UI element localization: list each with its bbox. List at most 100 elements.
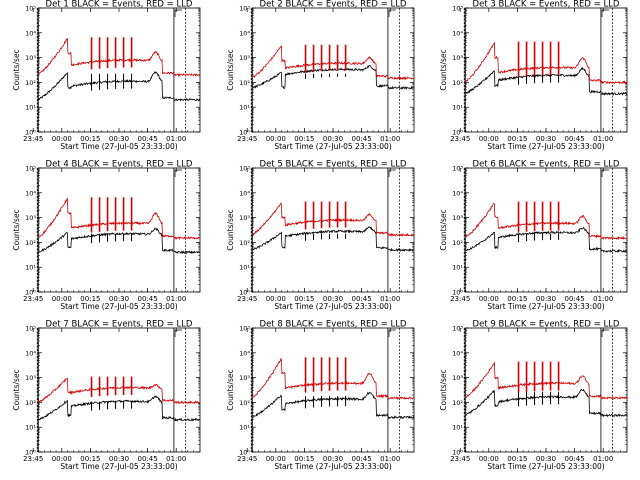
y-tick-label: 10² [452,239,463,247]
x-tick-label: 00:15 [80,455,100,463]
y-tick-label: 10⁴ [452,29,463,37]
x-tick-label: 00:00 [266,295,286,303]
y-tick-label: 10⁵ [239,325,250,333]
x-tick-label: 00:00 [479,135,499,143]
x-tick-label: 01:00 [380,135,400,143]
x-tick-label: 23:45 [23,135,43,143]
panel-title: Det 9 BLACK = Events, RED = LLD [473,320,620,330]
x-tick-label: 00:45 [138,295,158,303]
lld-series-line [252,45,415,81]
y-tick-label: 10⁰ [25,129,36,137]
y-tick-label: 10⁰ [25,449,36,457]
y-axis-label: Counts/sec [226,369,235,410]
x-tick-label: 00:15 [294,135,314,143]
y-tick-label: 10¹ [25,424,36,432]
x-tick-label: 00:30 [323,135,343,143]
y-tick-label: 10⁰ [452,289,463,297]
y-axis-label: Counts/sec [226,209,235,250]
chart-panel: Det 2 BLACK = Events, RED = LLD 10⁰ 10¹ 10²… [226,0,415,151]
y-tick-label: 10⁰ [239,129,250,137]
bracket-mark [388,329,396,337]
x-axis-label: Start Time (27-Jul-05 23:33:00) [487,142,604,151]
plot-frame [37,167,201,293]
chart-panel: Det 6 BLACK = Events, RED = LLD 10⁰ 10¹ 10²… [439,160,628,311]
lld-series-line [465,202,628,241]
events-series-line [253,64,415,90]
x-tick-label: 00:00 [52,455,72,463]
y-tick-label: 10⁵ [239,165,250,173]
y-tick-label: 10¹ [452,264,463,272]
x-tick-label: 01:00 [593,295,613,303]
y-tick-label: 10³ [239,54,250,62]
x-tick-label: 01:00 [593,455,613,463]
y-tick-label: 10⁰ [25,289,36,297]
bracket-mark [601,329,609,337]
y-tick-label: 10³ [452,54,463,62]
y-tick-label: 10⁵ [452,5,463,13]
y-tick-label: 10³ [452,214,463,222]
x-axis-label: Start Time (27-Jul-05 23:33:00) [60,142,177,151]
x-tick-label: 00:45 [565,295,585,303]
x-tick-label: 23:45 [237,295,257,303]
plot-frame [37,7,201,133]
events-series-line [38,227,201,255]
y-tick-label: 10⁴ [239,29,250,37]
x-tick-label: 00:45 [565,455,585,463]
x-tick-label: 23:45 [450,455,470,463]
x-tick-label: 00:15 [80,135,100,143]
y-tick-label: 10³ [239,374,250,382]
y-tick-label: 10⁵ [25,165,36,173]
events-series-line [38,71,201,102]
x-tick-label: 01:00 [166,455,186,463]
x-tick-label: 00:45 [138,135,158,143]
x-tick-label: 00:45 [565,135,585,143]
y-axis-label: Counts/sec [439,49,448,90]
x-tick-label: 00:45 [352,455,372,463]
plot-frame [251,167,415,293]
x-tick-label: 00:00 [52,295,72,303]
x-tick-label: 00:15 [507,295,527,303]
y-tick-label: 10⁴ [452,349,463,357]
x-axis-label: Start Time (27-Jul-05 23:33:00) [60,302,177,311]
x-tick-label: 00:30 [536,295,556,303]
y-axis-label: Counts/sec [12,49,21,90]
y-tick-label: 10¹ [25,104,36,112]
chart-panel: Det 4 BLACK = Events, RED = LLD 10⁰ 10¹ 10²… [12,160,201,311]
bracket-mark [388,9,396,17]
y-axis-label: Counts/sec [226,49,235,90]
panel-title: Det 5 BLACK = Events, RED = LLD [260,160,407,170]
y-tick-label: 10³ [25,214,36,222]
y-axis-label: Counts/sec [12,369,21,410]
y-tick-label: 10³ [239,214,250,222]
x-axis-label: Start Time (27-Jul-05 23:33:00) [487,462,604,471]
x-tick-label: 00:30 [323,295,343,303]
lld-series-line [465,42,628,85]
y-tick-label: 10¹ [239,104,250,112]
x-tick-label: 00:30 [536,455,556,463]
x-tick-label: 00:15 [507,135,527,143]
x-tick-label: 00:30 [109,455,129,463]
panel-title: Det 2 BLACK = Events, RED = LLD [260,0,407,10]
chart-panel: Det 5 BLACK = Events, RED = LLD 10⁰ 10¹ 10²… [226,160,415,311]
bracket-mark [601,9,609,17]
bracket-mark [174,169,182,177]
x-tick-label: 01:00 [380,455,400,463]
x-tick-label: 23:45 [237,135,257,143]
lld-series-line [252,357,414,401]
y-tick-label: 10¹ [452,424,463,432]
plot-frame [464,327,628,453]
x-axis-label: Start Time (27-Jul-05 23:33:00) [274,142,391,151]
y-tick-label: 10⁵ [452,325,463,333]
x-axis-label: Start Time (27-Jul-05 23:33:00) [487,302,604,311]
x-tick-label: 23:45 [450,295,470,303]
y-tick-label: 10⁴ [239,349,250,357]
lld-series-line [38,38,201,78]
x-tick-label: 01:00 [380,295,400,303]
x-tick-label: 23:45 [23,295,43,303]
y-tick-label: 10² [239,79,250,87]
panel-title: Det 7 BLACK = Events, RED = LLD [46,320,193,330]
x-tick-label: 01:00 [166,295,186,303]
y-tick-label: 10³ [452,374,463,382]
x-tick-label: 00:45 [352,295,372,303]
x-tick-label: 00:30 [109,135,129,143]
